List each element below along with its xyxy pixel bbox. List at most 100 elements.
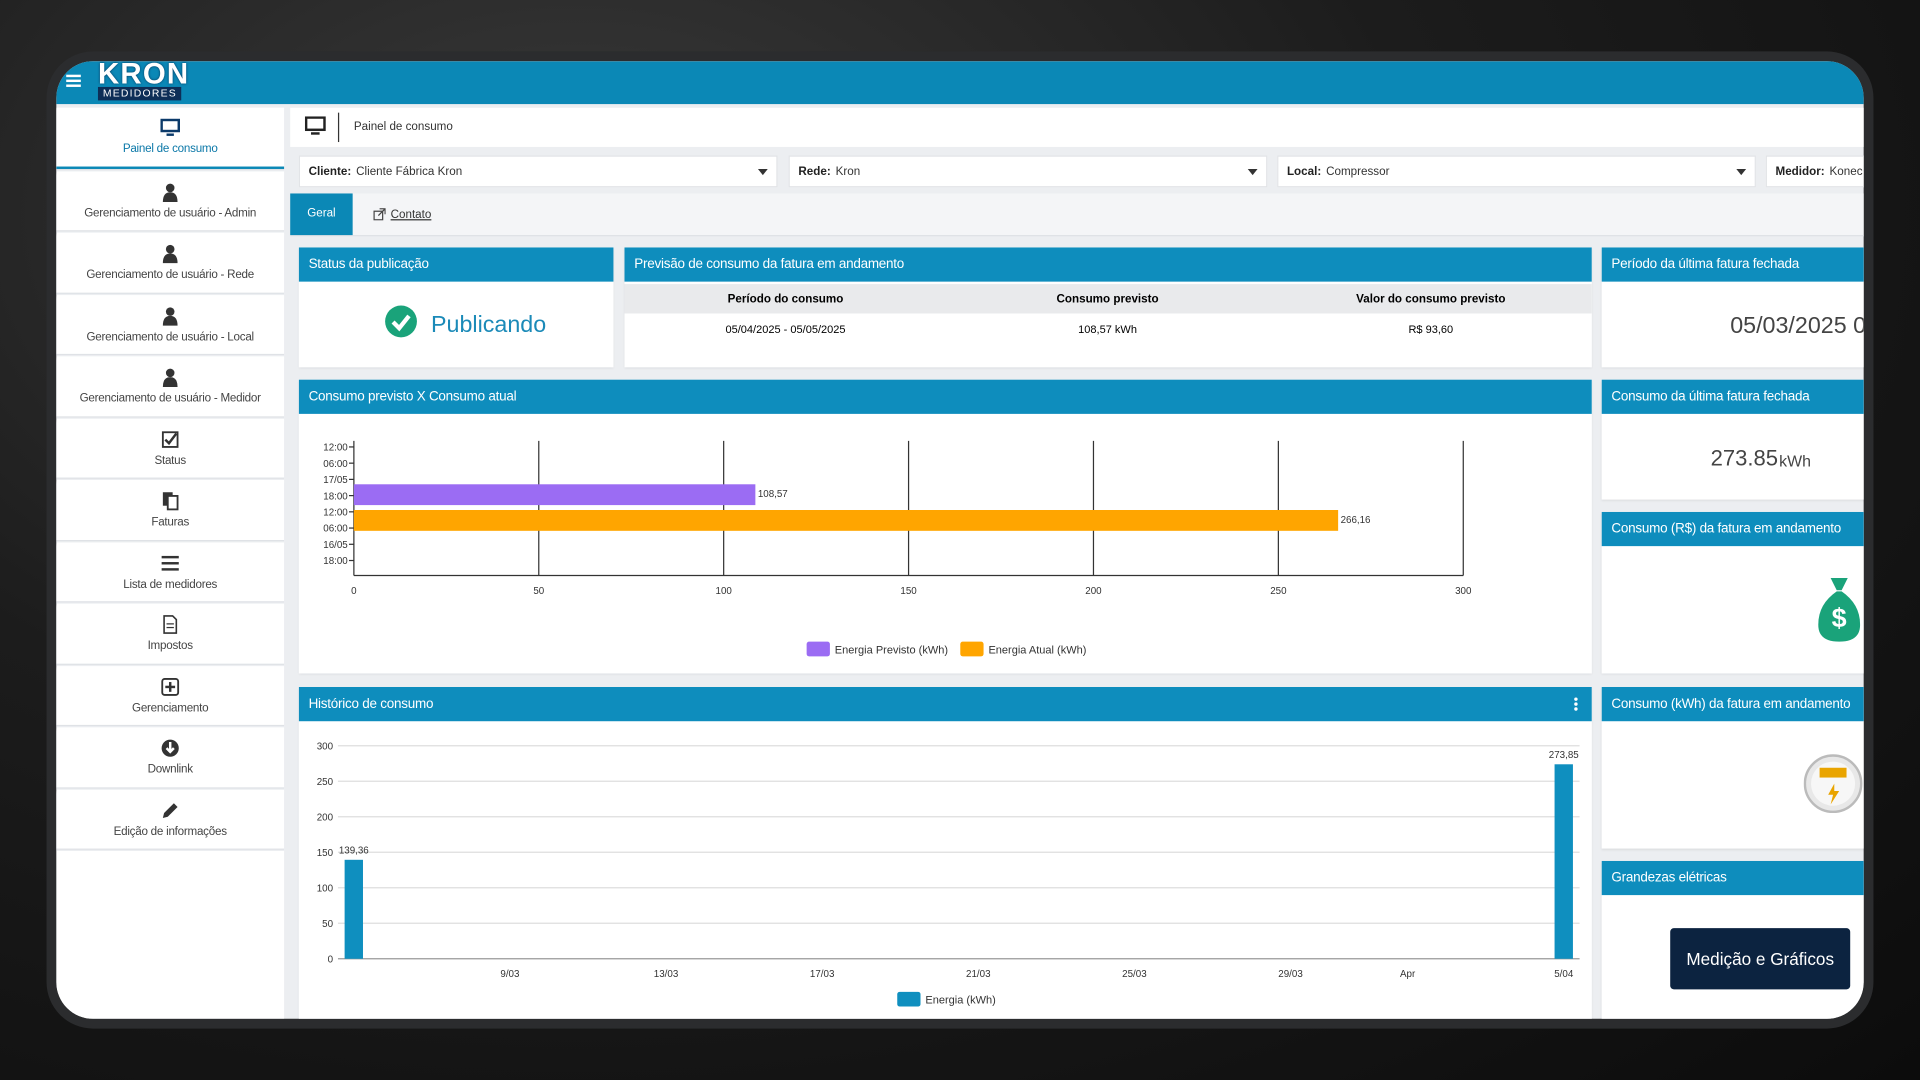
cost-panel: Consumo (R$) da fatura em andamento $ bbox=[1601, 511, 1864, 674]
icon bbox=[162, 802, 178, 818]
panel-title: Consumo (R$) da fatura em andamento bbox=[1601, 511, 1864, 547]
caret bbox=[1247, 168, 1258, 176]
filter-value: Konec bbox=[1829, 164, 1863, 179]
icon bbox=[161, 431, 179, 448]
nav-label: Gerenciamento bbox=[132, 701, 209, 715]
nav-item[interactable]: Painel de consumo bbox=[56, 107, 285, 169]
caret bbox=[1736, 168, 1747, 176]
nav-item[interactable]: Impostos bbox=[56, 604, 285, 664]
filter-label: Medidor: bbox=[1775, 164, 1825, 179]
icon bbox=[160, 119, 180, 137]
filter-select[interactable]: Medidor: Konec bbox=[1765, 155, 1864, 188]
panel-title: Consumo previsto X Consumo atual bbox=[298, 379, 1592, 414]
panel-title: Status da publicação bbox=[298, 247, 614, 282]
kwh-panel: Consumo (kWh) da fatura em andamento bbox=[1601, 686, 1864, 849]
icon bbox=[163, 615, 178, 635]
table-header-cell: Consumo previsto bbox=[1056, 292, 1159, 307]
panel-title: Grandezas elétricas bbox=[1601, 860, 1864, 896]
button[interactable]: Medição e Gráficos bbox=[1670, 928, 1851, 990]
forecast-panel: Previsão de consumo da fatura em andamen… bbox=[624, 247, 1592, 368]
nav-item[interactable]: Downlink bbox=[56, 728, 285, 787]
icon bbox=[161, 677, 180, 696]
table-header bbox=[624, 284, 1592, 314]
table-cell: 108,57 kWh bbox=[1078, 323, 1137, 336]
logo: KRON bbox=[97, 61, 190, 91]
top-bar: KRON MEDIDORES bbox=[56, 61, 1864, 105]
svg-text:$: $ bbox=[1832, 603, 1847, 633]
table-header-cell: Período do consumo bbox=[727, 292, 844, 307]
status-panel: Status da publicação Publicando bbox=[298, 247, 614, 368]
panel-title: Consumo da última fatura fechada bbox=[1601, 379, 1864, 414]
menu-dots[interactable] bbox=[1572, 697, 1579, 713]
filter-label: Cliente: bbox=[308, 164, 352, 179]
breadcrumb-bar: Painel de consumo bbox=[290, 107, 1864, 147]
nav-label: Impostos bbox=[147, 639, 193, 653]
nav-label: Gerenciamento de usuário - Local bbox=[86, 330, 254, 344]
nav-item[interactable]: Status bbox=[56, 419, 285, 478]
meter-icon bbox=[1803, 754, 1863, 814]
consumption-value: 273.85 bbox=[1710, 445, 1779, 471]
electrical-panel: Grandezas elétricas Medição e Gráficos bbox=[1601, 860, 1864, 1019]
breadcrumb: Painel de consumo bbox=[353, 120, 453, 134]
filter-value: Compressor bbox=[1326, 164, 1390, 179]
external-icon bbox=[373, 208, 386, 221]
caret bbox=[757, 168, 768, 176]
nav-label: Downlink bbox=[147, 763, 193, 777]
tab-active[interactable]: Geral bbox=[290, 193, 353, 236]
nav-item[interactable]: Faturas bbox=[56, 481, 285, 540]
nav-label: Lista de medidores bbox=[123, 577, 218, 592]
filter-select[interactable]: Cliente: Cliente Fábrica Kron bbox=[298, 155, 778, 188]
consumption-unit: kWh bbox=[1779, 451, 1812, 471]
icon bbox=[162, 368, 178, 388]
panel-title: Previsão de consumo da fatura em andamen… bbox=[624, 247, 1592, 282]
icon bbox=[162, 307, 178, 326]
nav-label: Gerenciamento de usuário - Rede bbox=[86, 268, 255, 282]
filter-value: Kron bbox=[835, 164, 861, 179]
filter-label: Rede: bbox=[798, 164, 831, 179]
period-value: 05/03/2025 05 bbox=[1730, 313, 1863, 340]
nav-label: Gerenciamento de usuário - Admin bbox=[84, 206, 257, 221]
nav-item[interactable]: Lista de medidores bbox=[56, 543, 285, 602]
filter-select[interactable]: Rede: Kron bbox=[788, 155, 1268, 188]
filter-label: Local: bbox=[1286, 164, 1322, 179]
panel-title: Histórico de consumo bbox=[298, 686, 1592, 722]
last-consumption-panel: Consumo da última fatura fechada 273.85 … bbox=[1601, 379, 1864, 500]
icon bbox=[161, 739, 179, 758]
table-header-cell: Valor do consumo previsto bbox=[1356, 292, 1506, 307]
money-bag-icon: $ bbox=[1818, 577, 1861, 642]
nav-item[interactable]: Gerenciamento de usuário - Rede bbox=[56, 233, 285, 293]
nav-label: Faturas bbox=[151, 515, 190, 530]
icon bbox=[162, 492, 179, 511]
nav-item[interactable]: Gerenciamento de usuário - Medidor bbox=[56, 357, 285, 416]
filter-value: Cliente Fábrica Kron bbox=[356, 164, 463, 179]
nav-label: Status bbox=[154, 453, 186, 468]
panel-title: Período da última fatura fechada bbox=[1601, 247, 1864, 282]
sidebar: Painel de consumo Gerenciamento de usuár… bbox=[56, 107, 285, 1019]
panel-title: Consumo (kWh) da fatura em andamento bbox=[1601, 686, 1864, 722]
icon bbox=[161, 555, 179, 571]
logo-sub: MEDIDORES bbox=[97, 86, 182, 101]
filter-select[interactable]: Local: Compressor bbox=[1277, 155, 1756, 188]
nav-item[interactable]: Gerenciamento de usuário - Admin bbox=[56, 172, 285, 231]
last-period-panel: Período da última fatura fechada 05/03/2… bbox=[1601, 247, 1864, 368]
nav-label: Edição de informações bbox=[113, 825, 227, 839]
table-cell: 05/04/2025 - 05/05/2025 bbox=[725, 323, 846, 336]
menu-icon[interactable] bbox=[66, 72, 83, 89]
tab-bar: Geral Contato bbox=[290, 193, 1864, 237]
icon bbox=[162, 183, 178, 202]
app-window: KRON MEDIDORES Painel de consumo Gerenci… bbox=[56, 61, 1864, 1019]
icon bbox=[162, 245, 178, 264]
nav-item[interactable]: Edição de informações bbox=[56, 790, 285, 849]
nav-label: Painel de consumo bbox=[122, 142, 218, 156]
nav-item[interactable]: Gerenciamento bbox=[56, 666, 285, 725]
check-icon bbox=[385, 305, 417, 338]
chart-panel: Histórico de consumo bbox=[298, 686, 1592, 1019]
nav-label: Gerenciamento de usuário - Medidor bbox=[79, 392, 261, 406]
chart-panel: Consumo previsto X Consumo atual bbox=[298, 379, 1592, 674]
status-value: Publicando bbox=[431, 312, 547, 338]
table-cell: R$ 93,60 bbox=[1408, 323, 1454, 336]
divider bbox=[337, 112, 340, 143]
tab[interactable]: Contato bbox=[390, 208, 432, 222]
nav-item[interactable]: Gerenciamento de usuário - Local bbox=[56, 295, 285, 354]
